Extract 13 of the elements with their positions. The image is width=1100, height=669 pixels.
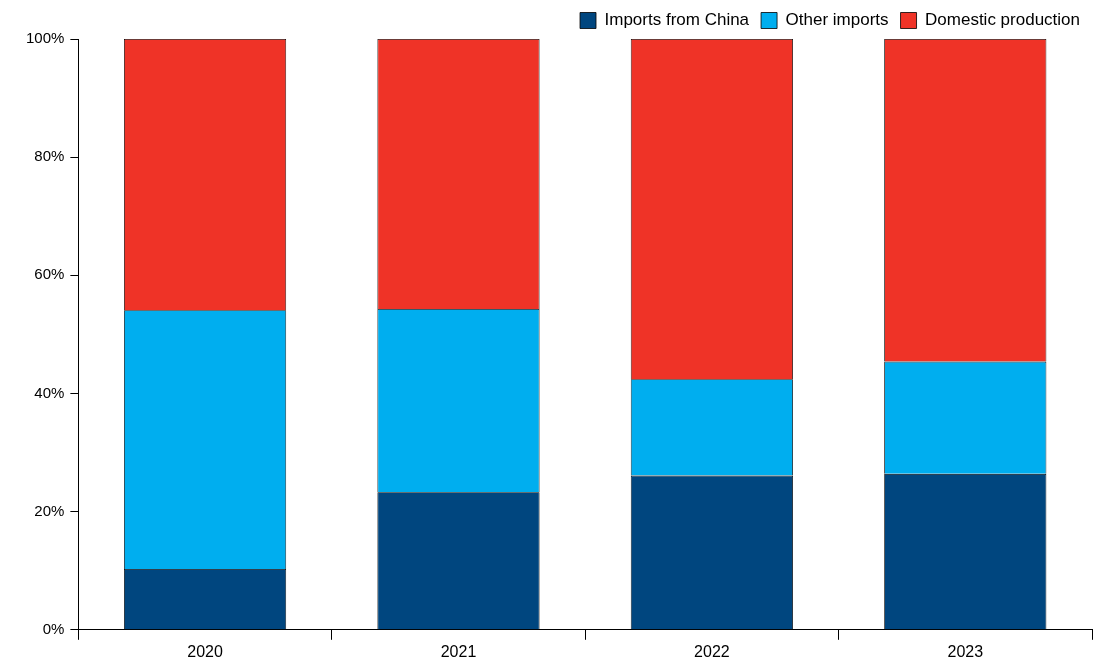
y-tick-label: 20%	[34, 501, 65, 519]
y-tick-label: 40%	[34, 383, 65, 401]
x-tick-label: 2020	[187, 642, 223, 660]
y-tick-label: 100%	[25, 29, 65, 47]
y-tick-label: 60%	[34, 265, 65, 283]
legend-label: Domestic production	[925, 10, 1081, 30]
y-tick-label: 80%	[34, 147, 65, 165]
x-tick-label: 2021	[440, 642, 477, 660]
x-tick-label: 2023	[947, 642, 984, 660]
legend-label: Imports from China	[604, 10, 750, 30]
y-tick-label: 0%	[42, 619, 65, 637]
x-tick-label: 2022	[694, 642, 730, 660]
legend-label: Other imports	[785, 10, 889, 30]
